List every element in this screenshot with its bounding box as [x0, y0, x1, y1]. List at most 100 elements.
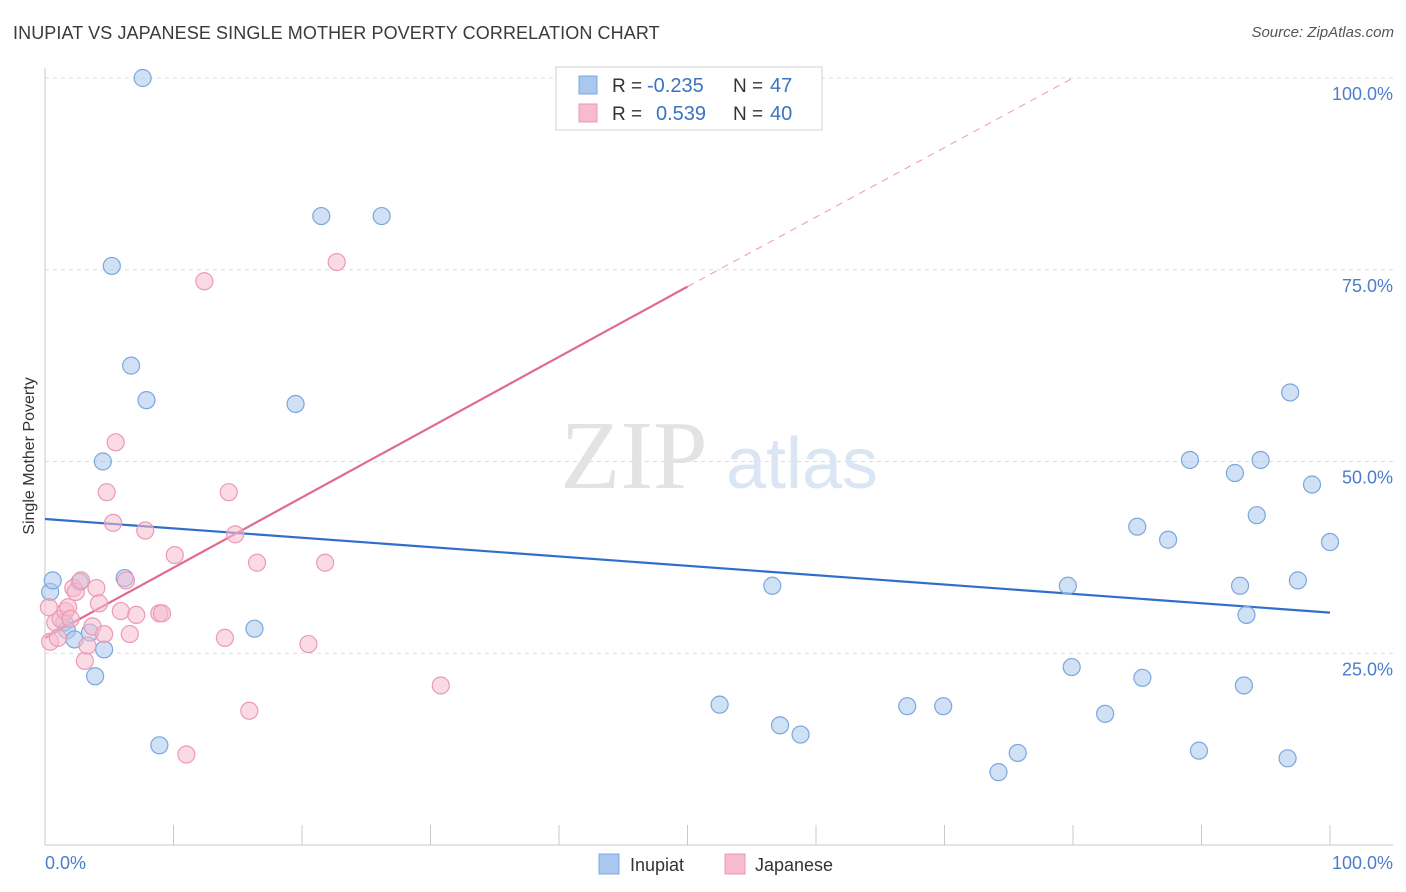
japanese-r-label: R =: [612, 104, 642, 125]
inupiat-point: [898, 697, 917, 716]
legend-inupiat-label: Inupiat: [630, 855, 684, 875]
japanese-n-value: 40: [770, 103, 792, 125]
inupiat-point: [1302, 475, 1322, 494]
inupiat-point: [1251, 450, 1270, 470]
japanese-point: [97, 483, 116, 502]
japanese-point: [299, 634, 318, 654]
japanese-point: [61, 609, 80, 628]
inupiat-point: [1133, 668, 1152, 687]
inupiat-point: [372, 206, 391, 226]
inupiat-point: [1247, 506, 1266, 525]
y-tick-label: 100.0%: [1332, 84, 1393, 104]
inupiat-point: [934, 697, 953, 716]
inupiat-point: [1062, 657, 1081, 677]
inupiat-point: [95, 640, 114, 659]
inupiat-point: [133, 68, 152, 88]
japanese-point: [89, 594, 109, 613]
y-axis-title: Single Mother Poverty: [21, 377, 38, 534]
inupiat-point: [791, 725, 810, 744]
japanese-point: [116, 571, 136, 590]
watermark-zip: ZIP: [561, 402, 708, 510]
inupiat-n-label: N =: [733, 76, 763, 97]
inupiat-point: [312, 206, 331, 226]
japanese-trend-extension: [687, 77, 1074, 288]
legend: Inupiat Japanese: [598, 853, 833, 875]
inupiat-point: [1180, 450, 1200, 470]
grid: [45, 77, 1393, 654]
inupiat-point: [137, 391, 156, 410]
japanese-trend-line: [44, 285, 689, 639]
inupiat-point: [1128, 517, 1147, 536]
inupiat-point: [121, 356, 141, 375]
inupiat-point: [1320, 532, 1340, 552]
japanese-point: [219, 483, 238, 502]
japanese-point: [120, 624, 139, 644]
japanese-point: [152, 604, 172, 623]
inupiat-point: [286, 394, 305, 414]
inupiat-point: [763, 576, 782, 595]
japanese-point: [226, 525, 245, 544]
japanese-point: [177, 745, 196, 764]
japanese-point: [111, 601, 130, 621]
inupiat-point: [1058, 576, 1077, 595]
inupiat-point: [710, 695, 729, 714]
watermark-atlas: atlas: [726, 424, 878, 504]
japanese-swatch-icon: [578, 103, 598, 123]
inupiat-r-value: -0.235: [647, 75, 704, 97]
inupiat-point: [1096, 704, 1115, 723]
inupiat-trend-line: [44, 517, 1331, 614]
legend-japanese-label: Japanese: [755, 855, 833, 875]
japanese-point: [78, 636, 97, 655]
axes: [44, 68, 1393, 846]
japanese-point: [165, 545, 184, 565]
japanese-point: [87, 578, 106, 598]
japanese-point: [327, 252, 346, 272]
inupiat-point: [1008, 743, 1027, 763]
x-tick-labels: 0.0% 100.0%: [45, 853, 1393, 873]
inupiat-point: [102, 256, 121, 276]
japanese-r-value: 0.539: [656, 103, 706, 125]
japanese-point: [75, 651, 94, 671]
watermark: ZIP atlas: [561, 402, 879, 510]
x-tick-label: 0.0%: [45, 853, 86, 873]
legend-inupiat-icon: [598, 853, 620, 875]
inupiat-point: [245, 619, 264, 638]
legend-japanese-icon: [724, 853, 746, 875]
japanese-point: [95, 624, 114, 644]
y-tick-label: 75.0%: [1342, 276, 1393, 296]
japanese-n-label: N =: [733, 104, 763, 125]
y-tick-label: 25.0%: [1342, 659, 1393, 679]
inupiat-point: [1278, 749, 1297, 768]
japanese-point: [48, 628, 67, 648]
data-points: [39, 68, 1340, 782]
inupiat-point: [93, 452, 112, 471]
inupiat-point: [1281, 383, 1300, 402]
inupiat-point: [43, 571, 62, 590]
japanese-point: [431, 676, 450, 695]
inupiat-n-value: 47: [770, 75, 792, 97]
trend-lines: [44, 77, 1331, 639]
inupiat-point: [1225, 463, 1245, 483]
inupiat-point: [1234, 676, 1254, 695]
inupiat-point: [1237, 605, 1256, 625]
chart-title: INUPIAT VS JAPANESE SINGLE MOTHER POVERT…: [13, 23, 660, 43]
japanese-point: [316, 553, 335, 572]
inupiat-point: [86, 667, 105, 686]
inupiat-point: [989, 763, 1008, 782]
japanese-point: [127, 605, 146, 625]
inupiat-point: [1230, 576, 1250, 595]
inupiat-point: [1158, 530, 1178, 549]
inupiat-point: [1288, 571, 1307, 590]
x-tick-label: 100.0%: [1332, 853, 1393, 873]
inupiat-point: [770, 716, 790, 735]
japanese-point: [104, 513, 123, 532]
japanese-point: [195, 272, 214, 291]
japanese-point: [240, 701, 259, 720]
source-label: Source: ZipAtlas.com: [1251, 24, 1394, 41]
inupiat-point: [150, 736, 169, 755]
stats-box: R = -0.235 N = 47 R = 0.539 N = 40: [555, 66, 823, 131]
japanese-point: [136, 521, 155, 540]
inupiat-swatch-icon: [578, 75, 598, 95]
japanese-point: [247, 553, 267, 572]
